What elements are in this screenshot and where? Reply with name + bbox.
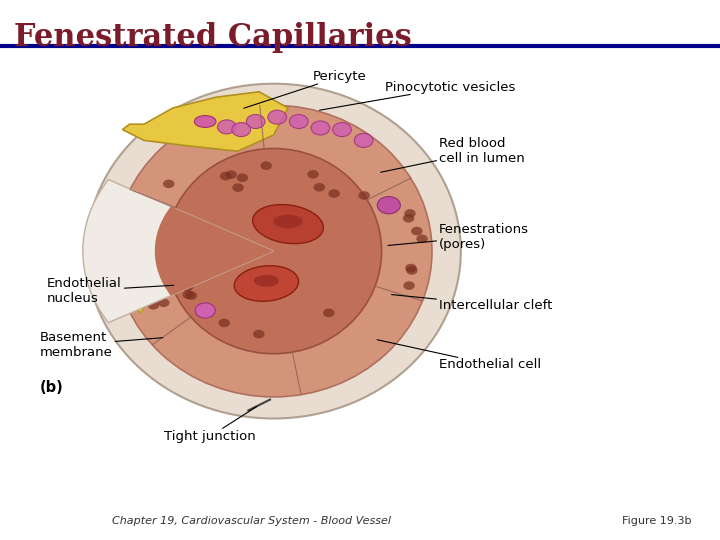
Circle shape bbox=[182, 291, 194, 299]
Text: Pericyte: Pericyte bbox=[244, 70, 367, 108]
Circle shape bbox=[233, 183, 244, 192]
Circle shape bbox=[402, 214, 414, 222]
Text: Chapter 19, Cardiovascular System - Blood Vessel: Chapter 19, Cardiovascular System - Bloo… bbox=[112, 516, 392, 526]
Circle shape bbox=[307, 170, 319, 179]
Text: Basement
membrane: Basement membrane bbox=[40, 330, 163, 359]
Wedge shape bbox=[83, 179, 274, 322]
Text: Endothelial
nucleus: Endothelial nucleus bbox=[47, 276, 174, 305]
Text: Fenestrations
(pores): Fenestrations (pores) bbox=[388, 222, 529, 251]
Circle shape bbox=[406, 266, 418, 275]
Circle shape bbox=[253, 330, 264, 339]
Circle shape bbox=[148, 301, 159, 309]
Circle shape bbox=[163, 267, 174, 276]
Circle shape bbox=[311, 121, 330, 135]
Circle shape bbox=[416, 234, 428, 243]
Circle shape bbox=[220, 172, 231, 180]
Circle shape bbox=[225, 170, 237, 179]
Circle shape bbox=[186, 291, 197, 300]
Ellipse shape bbox=[253, 205, 323, 244]
Circle shape bbox=[181, 283, 193, 292]
Circle shape bbox=[163, 179, 174, 188]
Circle shape bbox=[218, 319, 230, 327]
Circle shape bbox=[359, 191, 370, 200]
Text: Fenestrated Capillaries: Fenestrated Capillaries bbox=[14, 22, 412, 52]
Wedge shape bbox=[155, 206, 274, 296]
Text: Figure 19.3b: Figure 19.3b bbox=[621, 516, 691, 526]
Text: Pinocytotic vesicles: Pinocytotic vesicles bbox=[320, 81, 516, 110]
Circle shape bbox=[333, 123, 351, 137]
Ellipse shape bbox=[253, 275, 279, 287]
Ellipse shape bbox=[234, 266, 299, 301]
Ellipse shape bbox=[194, 116, 216, 127]
Circle shape bbox=[246, 114, 265, 129]
Polygon shape bbox=[122, 92, 288, 151]
Text: (b): (b) bbox=[40, 380, 63, 395]
Circle shape bbox=[289, 114, 308, 129]
Circle shape bbox=[132, 222, 144, 231]
Text: Endothelial cell: Endothelial cell bbox=[377, 340, 541, 371]
Text: Tight junction: Tight junction bbox=[164, 407, 257, 443]
Circle shape bbox=[237, 173, 248, 182]
Circle shape bbox=[261, 161, 272, 170]
Ellipse shape bbox=[115, 105, 432, 397]
Ellipse shape bbox=[274, 214, 302, 228]
Circle shape bbox=[313, 183, 325, 192]
Text: Red blood
cell in lumen: Red blood cell in lumen bbox=[381, 137, 525, 172]
Circle shape bbox=[411, 227, 423, 235]
Circle shape bbox=[232, 123, 251, 137]
Circle shape bbox=[323, 308, 335, 317]
Circle shape bbox=[377, 197, 400, 214]
Circle shape bbox=[328, 189, 340, 198]
Circle shape bbox=[158, 299, 169, 307]
Circle shape bbox=[354, 133, 373, 147]
Circle shape bbox=[217, 120, 236, 134]
Circle shape bbox=[403, 281, 415, 290]
Ellipse shape bbox=[132, 278, 150, 289]
Circle shape bbox=[405, 264, 417, 272]
Circle shape bbox=[404, 209, 415, 218]
Circle shape bbox=[195, 303, 215, 318]
Text: Intercellular cleft: Intercellular cleft bbox=[392, 295, 552, 312]
Polygon shape bbox=[109, 260, 172, 313]
Circle shape bbox=[163, 216, 174, 225]
Ellipse shape bbox=[86, 84, 461, 418]
Ellipse shape bbox=[166, 148, 382, 354]
Circle shape bbox=[268, 110, 287, 124]
